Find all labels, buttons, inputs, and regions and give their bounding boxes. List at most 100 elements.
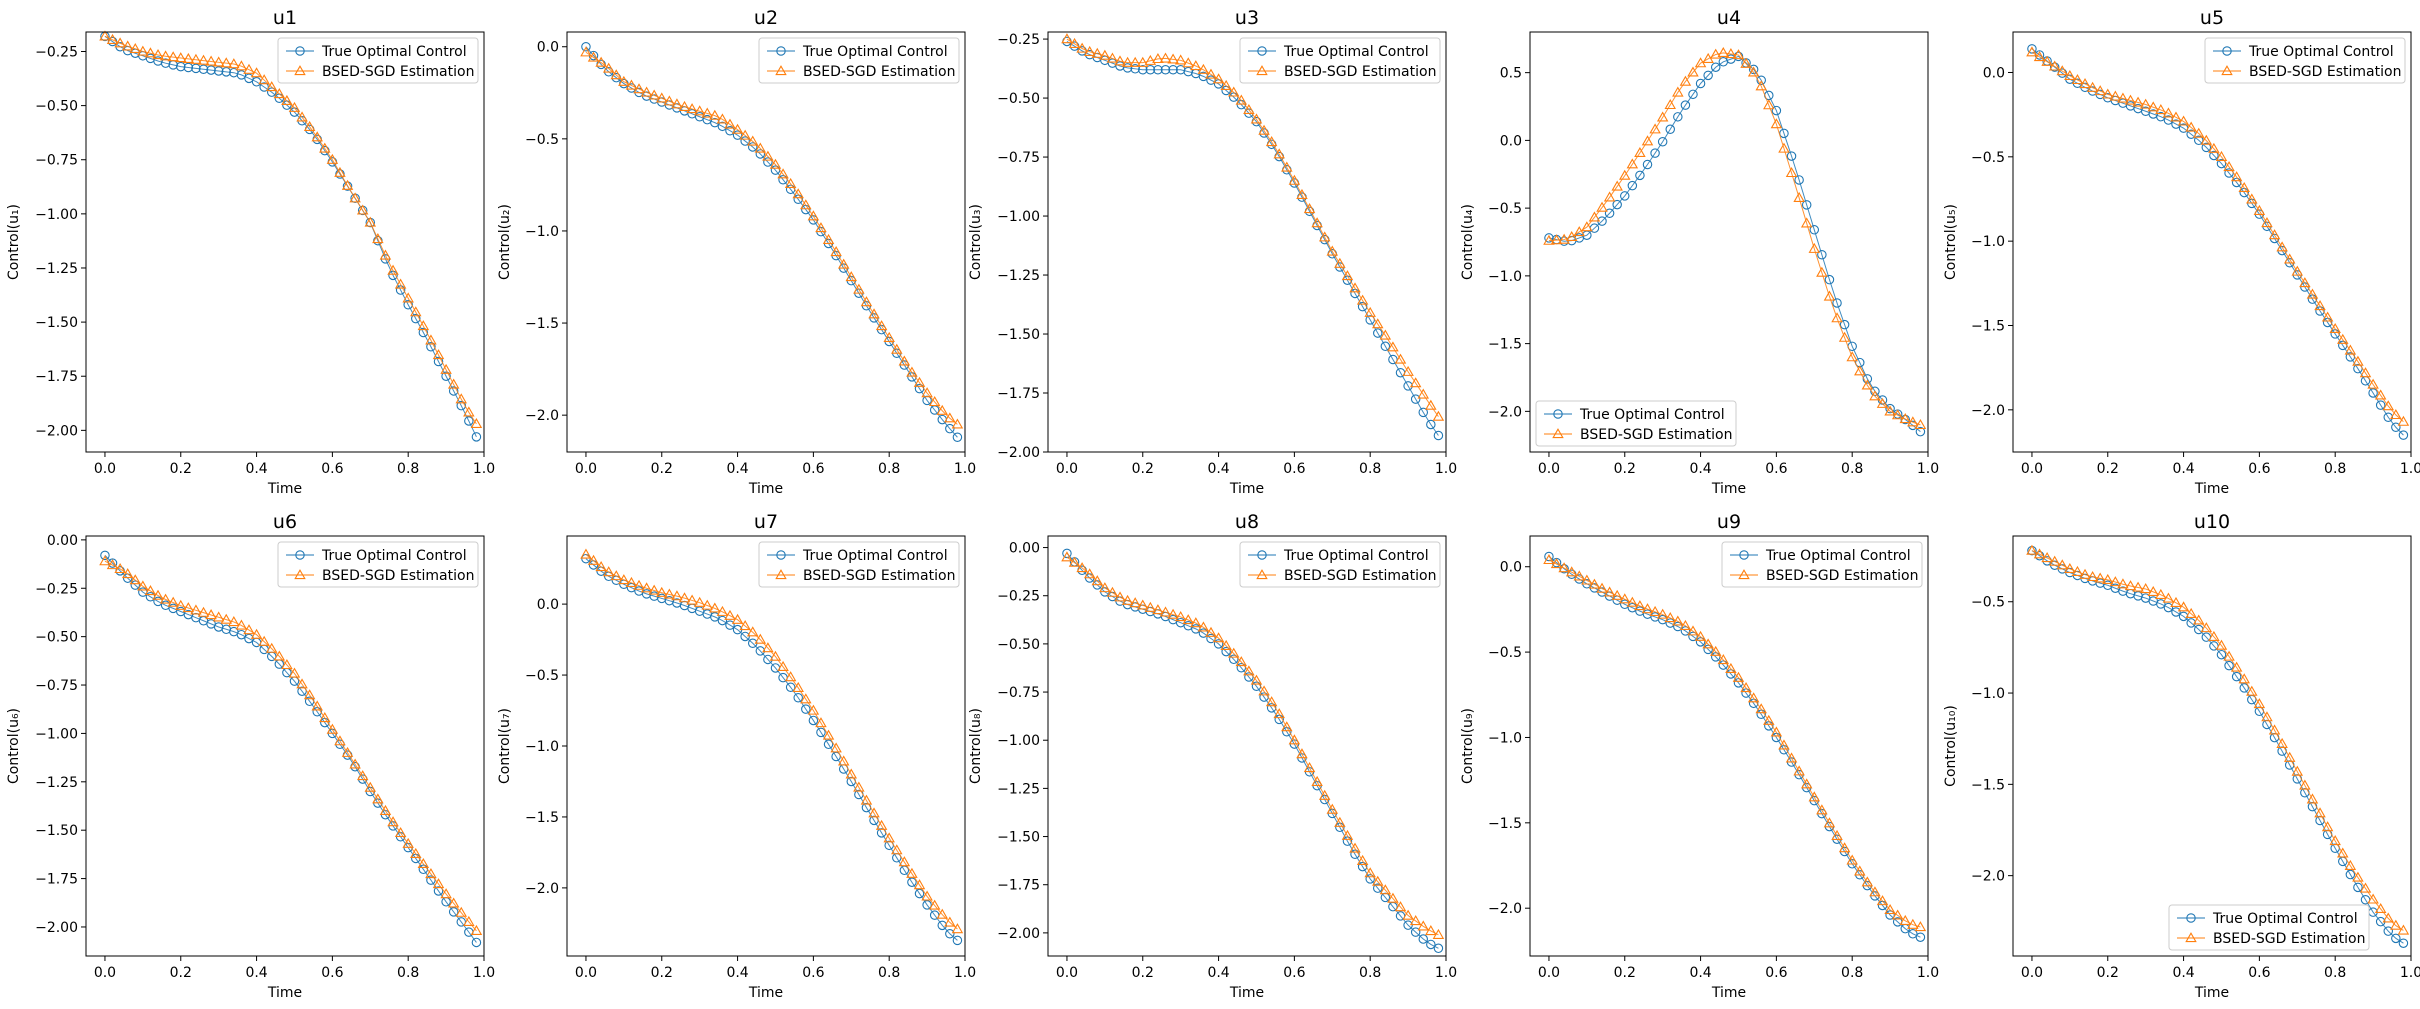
series-line-true [2031, 48, 2404, 436]
x-axis-label: Time [748, 481, 783, 497]
true-point [1357, 861, 1368, 872]
estimate-point [152, 49, 164, 60]
legend-label-estimate: BSED-SGD Estimation [322, 64, 474, 80]
x-tick-label: 0.2 [1614, 965, 1636, 981]
estimate-point [235, 619, 248, 630]
estimate-point [2246, 685, 2258, 696]
x-tick-label: 0.8 [2324, 461, 2346, 477]
estimate-point [830, 246, 842, 257]
estimate-point [792, 188, 804, 199]
y-tick-label: −1.0 [525, 739, 559, 755]
estimate-point [1687, 625, 1699, 636]
true-point [1228, 654, 1239, 665]
estimate-point [1356, 294, 1369, 305]
estimate-point [2321, 311, 2334, 322]
series-line-true [1548, 556, 1921, 938]
estimate-point [1626, 158, 1639, 169]
y-tick-label: −1.5 [525, 316, 559, 332]
estimate-point [1891, 409, 1904, 420]
estimate-point [1550, 558, 1563, 569]
true-point [1786, 151, 1797, 161]
y-axis-label: Control(u₁) [6, 204, 22, 280]
y-tick-label: −1.5 [525, 810, 559, 826]
true-point [191, 63, 201, 74]
estimate-point [1785, 166, 1798, 178]
true-point [1418, 934, 1429, 944]
y-tick-label: 0.5 [1500, 66, 1522, 82]
estimate-point [633, 83, 645, 94]
x-tick-label: 0.6 [802, 965, 824, 981]
estimate-point [731, 123, 744, 134]
legend: True Optimal Control BSED-SGD Estimation [277, 541, 479, 588]
estimate-point [326, 723, 339, 734]
series-line-estimate [1548, 559, 1921, 928]
estimate-point [288, 101, 301, 112]
legend-box [277, 541, 479, 588]
estimate-point [784, 671, 797, 682]
y-tick-label: −2.00 [997, 926, 1040, 942]
axes-frame [566, 535, 966, 957]
true-point [1665, 124, 1675, 135]
estimate-point [2026, 46, 2038, 57]
estimate-point [1543, 553, 1555, 565]
chart-panel-u7: u7 0.0 0.2 0.4 0.6 0.8 1.0 0.0 −0.5 −1.0 −1.5 −2.0 T… [497, 511, 976, 1001]
true-point [1221, 646, 1231, 657]
x-tick-label: 1.0 [1917, 965, 1939, 981]
estimate-point [2177, 115, 2190, 126]
estimate-point [1212, 73, 1225, 84]
estimate-point [1649, 123, 1661, 134]
estimate-point [197, 606, 210, 617]
estimate-point [716, 605, 729, 616]
estimate-point [1656, 111, 1669, 122]
legend-marker [1257, 46, 1267, 56]
estimate-point [640, 582, 653, 593]
estimate-point [372, 793, 384, 804]
true-point [581, 41, 591, 52]
true-point [1703, 644, 1713, 655]
x-tick-label: 0.6 [321, 461, 343, 477]
estimate-point [1581, 574, 1593, 585]
estimate-point [2314, 300, 2326, 311]
estimate-point [265, 642, 278, 653]
estimate-point [281, 94, 293, 105]
x-tick-label: 0.2 [1614, 461, 1636, 477]
true-point [2231, 671, 2242, 682]
x-tick-label: 0.0 [94, 965, 116, 981]
estimate-point [2352, 871, 2364, 882]
legend-marker [294, 569, 306, 580]
true-point [100, 550, 110, 561]
legend-label-true: True Optimal Control [2212, 911, 2358, 927]
estimate-point [2367, 893, 2379, 904]
true-point [1695, 637, 1706, 647]
estimate-point [144, 47, 157, 58]
y-tick-label: −0.25 [997, 589, 1040, 605]
estimate-point [2230, 171, 2243, 182]
true-point [1839, 319, 1850, 330]
y-axis-label: Control(u₈) [968, 708, 984, 784]
true-point [1213, 639, 1224, 649]
estimate-point [746, 135, 759, 146]
chart-title: u1 [273, 7, 297, 29]
estimate-point [1243, 665, 1255, 676]
x-tick-label: 0.4 [1689, 965, 1711, 981]
estimate-point [1235, 656, 1248, 667]
estimate-point [1603, 191, 1616, 202]
estimate-point [2162, 107, 2175, 118]
estimate-point [2056, 559, 2069, 570]
estimate-point [273, 88, 286, 99]
estimate-point [410, 306, 422, 317]
estimate-point [701, 107, 713, 118]
estimate-point [1543, 234, 1555, 245]
estimate-point [1121, 594, 1134, 605]
y-tick-label: −1.50 [997, 830, 1040, 846]
estimate-point [1394, 353, 1407, 364]
estimate-point [1311, 217, 1323, 228]
estimate-point [746, 626, 759, 637]
estimate-point [1854, 865, 1866, 876]
estimate-point [175, 52, 187, 63]
estimate-point [2109, 576, 2122, 587]
true-point [1688, 631, 1698, 642]
estimate-point [1394, 901, 1407, 912]
true-point [907, 877, 917, 887]
estimate-point [106, 559, 119, 570]
